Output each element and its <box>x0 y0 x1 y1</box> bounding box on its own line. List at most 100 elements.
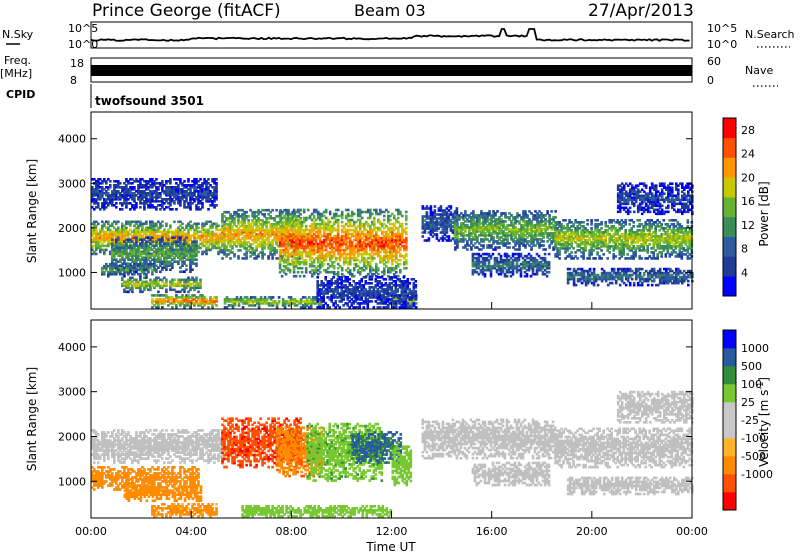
heatmap-cell <box>185 280 188 284</box>
heatmap-cell <box>344 208 348 212</box>
heatmap-cell <box>157 282 160 286</box>
heatmap-cell <box>367 216 370 220</box>
heatmap-cell <box>348 236 352 240</box>
heatmap-cell <box>185 282 188 286</box>
heatmap-cell <box>269 233 272 236</box>
heatmap-cell <box>127 230 130 234</box>
heatmap-cell <box>257 235 260 238</box>
nsky-trace <box>90 28 690 42</box>
heatmap-cell <box>201 240 204 244</box>
heatmap-cell <box>157 226 160 230</box>
heatmap-cell <box>165 258 168 262</box>
heatmap-cell <box>375 264 378 268</box>
heatmap-cell <box>97 234 100 238</box>
heatmap-cell <box>195 282 198 286</box>
heatmap-cell <box>387 268 390 272</box>
heatmap-cell <box>155 284 158 288</box>
heatmap-cell <box>183 278 186 282</box>
heatmap-cell <box>125 268 128 272</box>
heatmap-cell <box>271 239 274 242</box>
heatmap-cell <box>169 244 172 248</box>
heatmap-cell <box>429 233 433 236</box>
heatmap-cell <box>213 234 216 238</box>
heatmap-cell <box>189 234 192 238</box>
heatmap-cell <box>328 212 332 216</box>
heatmap-cell <box>377 218 380 222</box>
heatmap-cell <box>193 258 196 262</box>
heatmap-cell <box>304 262 308 266</box>
heatmap-cell <box>277 302 281 305</box>
heatmap-cell <box>203 250 206 254</box>
heatmap-cell <box>318 264 322 268</box>
heatmap-cell <box>125 244 128 248</box>
heatmap-cell <box>111 256 114 260</box>
heatmap-cell <box>391 248 394 252</box>
heatmap-cell <box>191 302 194 305</box>
heatmap-cell <box>387 220 390 224</box>
heatmap-cell <box>239 300 243 303</box>
heatmap-cell <box>294 256 298 260</box>
heatmap-cell <box>360 232 364 236</box>
heatmap-cell <box>278 242 282 246</box>
heatmap-cell <box>199 304 202 307</box>
heatmap-cell <box>275 251 278 254</box>
heatmap-cell <box>277 300 281 303</box>
heatmap-cell <box>135 264 138 268</box>
heatmap-cell <box>107 236 110 240</box>
heatmap-cell <box>169 226 172 230</box>
heatmap-cell <box>223 235 226 238</box>
heatmap-cell <box>328 250 332 254</box>
heatmap-cell <box>373 238 376 242</box>
heatmap-cell <box>241 221 244 224</box>
heatmap-cell <box>171 264 174 268</box>
heatmap-cell <box>267 241 270 244</box>
heatmap-cell <box>121 272 124 276</box>
heatmap-cell <box>324 254 328 258</box>
heatmap-cell <box>290 244 294 248</box>
heatmap-cell <box>300 242 304 246</box>
heatmap-cell <box>95 244 98 248</box>
heatmap-cell <box>405 230 408 234</box>
heatmap-cell <box>251 296 255 299</box>
heatmap-cell <box>163 294 166 297</box>
heatmap-cell <box>183 260 186 264</box>
heatmap-cell <box>298 224 302 228</box>
heatmap-cell <box>389 300 392 303</box>
heatmap-cell <box>211 300 214 303</box>
heatmap-cell <box>117 228 120 232</box>
heatmap-cell <box>318 240 322 244</box>
heatmap-cell <box>201 298 204 301</box>
heatmap-cell <box>369 246 372 250</box>
heatmap-cell <box>433 233 437 236</box>
heatmap-cell <box>115 228 118 232</box>
heatmap-cell <box>103 234 106 238</box>
heatmap-cell <box>455 207 459 210</box>
heatmap-cell <box>233 300 237 303</box>
heatmap-cell <box>91 232 94 236</box>
heatmap-cell <box>255 225 258 228</box>
heatmap-cell <box>191 240 194 244</box>
heatmap-cell <box>427 221 431 224</box>
heatmap-cell <box>157 260 160 264</box>
heatmap-cell <box>157 246 160 250</box>
heatmap-cell <box>239 241 242 244</box>
heatmap-cell <box>316 254 320 258</box>
heatmap-cell <box>205 248 208 252</box>
heatmap-cell <box>334 256 338 260</box>
heatmap-cell <box>171 284 174 288</box>
heatmap-cell <box>133 258 136 262</box>
heatmap-cell <box>401 230 404 234</box>
heatmap-cell <box>395 298 398 301</box>
heatmap-cell <box>231 251 234 254</box>
heatmap-cell <box>169 302 172 305</box>
heatmap-cell <box>403 238 406 242</box>
heatmap-cell <box>437 223 441 226</box>
heatmap-cell <box>233 219 236 222</box>
heatmap-cell <box>155 254 158 258</box>
heatmap-cell <box>377 220 380 224</box>
heatmap-cell <box>227 239 230 242</box>
heatmap-cell <box>133 284 136 288</box>
heatmap-cell <box>259 219 262 222</box>
heatmap-cell <box>381 296 384 299</box>
